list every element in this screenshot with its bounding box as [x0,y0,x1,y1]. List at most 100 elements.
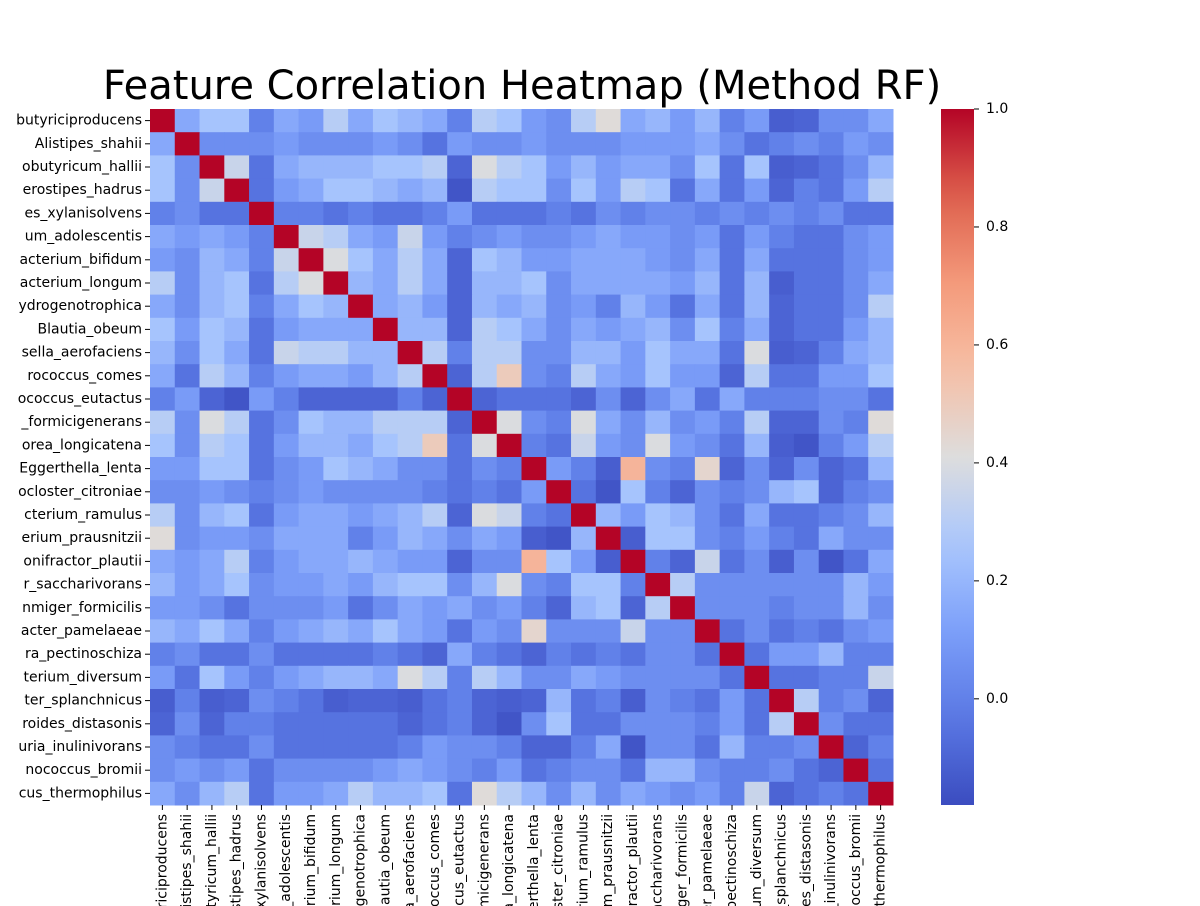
heatmap-cell [818,573,844,597]
heatmap-cell [372,341,399,365]
heatmap-cell [249,132,275,156]
heatmap-cell [298,596,324,620]
heatmap-cell [447,132,473,156]
heatmap-cell [447,225,473,249]
heatmap-cell [323,201,349,226]
heatmap-cell [298,526,324,551]
heatmap-cell [323,433,349,458]
heatmap-cell [199,781,225,806]
heatmap-cell [348,294,374,319]
heatmap-cell [595,642,622,667]
heatmap-cell [620,317,646,342]
heatmap-cell [521,596,547,620]
heatmap-cell [273,480,300,504]
x-tick-label: ter_splanchnicus [774,814,790,906]
heatmap-cell [843,758,869,783]
heatmap-cell [348,781,374,806]
heatmap-cell [843,248,869,272]
heatmap-cell [769,596,795,620]
heatmap-cell [645,689,671,713]
heatmap-cell [769,178,795,203]
heatmap-cell [496,457,522,481]
heatmap-cell [249,364,275,388]
heatmap-cell [422,457,448,481]
heatmap-cell [496,573,522,597]
heatmap-cell [670,457,696,481]
heatmap-cell [546,619,572,644]
heatmap-cell [199,155,225,180]
heatmap-cell [249,201,275,226]
heatmap-cell [224,689,250,713]
heatmap-cell [348,410,374,435]
heatmap-cell [249,225,275,249]
heatmap-cell [471,480,498,504]
heatmap-cell [372,201,399,226]
heatmap-cell [224,735,250,760]
x-tick-label: butyriciproducens [154,814,170,906]
heatmap-cell [769,201,795,226]
heatmap-cell [496,433,522,458]
heatmap-cell [298,480,324,504]
heatmap-cell [298,248,324,272]
heatmap-cell [199,480,225,504]
heatmap-cell [744,294,770,319]
heatmap-cell [521,712,547,736]
heatmap-cell [818,294,844,319]
heatmap-cell [496,689,522,713]
heatmap-cell [298,712,324,736]
heatmap-cell [670,735,696,760]
heatmap-cell [744,619,770,644]
y-tick-label: nmiger_formicilis [22,600,142,616]
heatmap-cell [645,642,671,667]
heatmap-cell [571,781,597,806]
heatmap-cell [496,526,522,551]
y-tick-label: uria_inulinivorans [18,739,142,755]
heatmap-cell [348,248,374,272]
heatmap-cell [546,712,572,736]
heatmap-cell [372,712,399,736]
heatmap-cell [546,225,572,249]
heatmap-cell [868,573,894,597]
heatmap-cell [348,155,374,180]
heatmap-cell [744,665,770,690]
heatmap-cell [273,155,300,180]
heatmap-cell [670,178,696,203]
heatmap-cell [744,480,770,504]
heatmap-cell [744,457,770,481]
heatmap-cell [372,109,399,133]
heatmap-cell [868,712,894,736]
heatmap-cell [818,410,844,435]
heatmap-cell [471,619,498,644]
heatmap-cell [447,735,473,760]
heatmap-cell [150,735,176,760]
heatmap-cell [719,271,745,296]
heatmap-cell [645,178,671,203]
heatmap-cell [422,364,448,388]
heatmap-cell [595,317,622,342]
heatmap-cell [645,433,671,458]
y-tick-label: Blautia_obeum [38,321,142,337]
heatmap-cell [249,109,275,133]
heatmap-cell [150,781,176,806]
heatmap-cell [224,364,250,388]
heatmap-cell [868,503,894,528]
heatmap-cell [224,526,250,551]
x-tick-label: acterium_longum [328,814,344,906]
heatmap-cell [150,410,176,435]
heatmap-cell [719,341,745,365]
heatmap-cell [521,735,547,760]
heatmap-cell [348,526,374,551]
heatmap-cell [694,526,721,551]
heatmap-cell [521,758,547,783]
heatmap-cell [769,665,795,690]
heatmap-cell [348,201,374,226]
heatmap-cell [224,294,250,319]
heatmap-cell [199,341,225,365]
heatmap-cell [719,433,745,458]
heatmap-cell [843,317,869,342]
heatmap-cell [199,387,225,412]
heatmap-cell [174,433,201,458]
x-tick-label: obutyricum_hallii [204,814,220,906]
heatmap-cell [199,109,225,133]
heatmap-cell [670,271,696,296]
